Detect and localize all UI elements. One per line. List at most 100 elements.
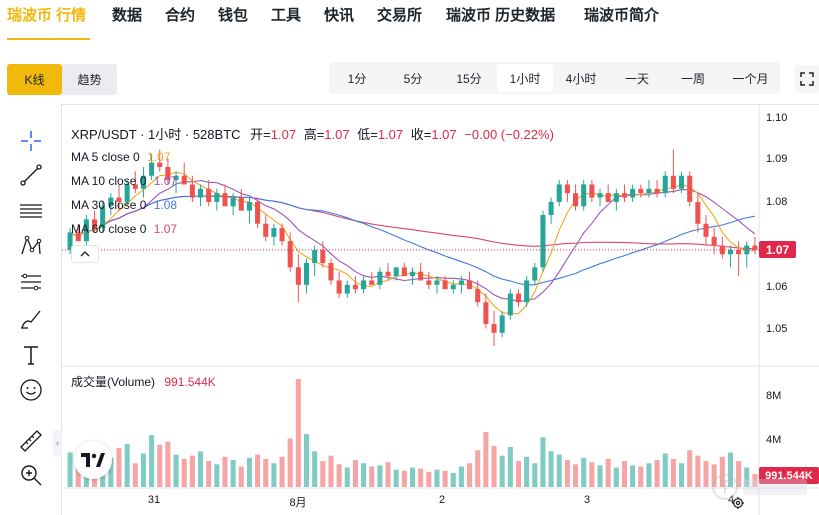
ma30-label: MA 30 close 0	[71, 198, 147, 212]
volume-bar	[377, 465, 383, 487]
interval-1m-button[interactable]: 1分	[347, 71, 367, 86]
price-tick: 1.10	[766, 112, 788, 124]
volume-bar	[434, 469, 440, 487]
price-chart[interactable]	[62, 104, 819, 515]
volume-bar	[206, 461, 212, 487]
crosshair-tool[interactable]	[16, 126, 46, 156]
candle-body	[230, 197, 236, 207]
pattern-icon	[21, 235, 42, 255]
interval-1d-button[interactable]: 一天	[624, 71, 649, 86]
nav-item-data[interactable]: 数据	[112, 7, 143, 24]
candle-body	[654, 188, 660, 194]
volume-bar	[662, 453, 668, 487]
candle-body	[287, 241, 293, 268]
nav-item-news[interactable]: 快讯	[324, 7, 355, 24]
volume-bar	[385, 462, 391, 487]
candle-body	[630, 188, 636, 198]
volume-bar	[752, 474, 758, 487]
ruler-tool[interactable]	[16, 426, 46, 456]
candle-body	[140, 175, 146, 189]
text-tool[interactable]	[16, 340, 46, 370]
time-tick: 4	[727, 494, 735, 506]
candle-body	[303, 263, 310, 285]
trend-mode-button[interactable]: 趋势	[62, 64, 117, 95]
price-tick: 1.06	[766, 281, 788, 293]
brush-icon	[21, 310, 41, 329]
fib-tool[interactable]	[16, 267, 46, 297]
nav-item-tools[interactable]: 工具	[271, 7, 302, 24]
interval-15m-button[interactable]: 15分	[456, 71, 482, 86]
volume-bar	[695, 455, 701, 487]
pattern-tool[interactable]	[16, 231, 46, 261]
nav-item-contract[interactable]: 合约	[165, 7, 196, 24]
emoji-tool[interactable]	[16, 375, 46, 405]
fib-icon	[21, 273, 41, 291]
interval-1h-button[interactable]: 1小时	[497, 64, 553, 92]
candle-body	[92, 219, 98, 229]
toolbar-collapse-tab[interactable]: ‹	[53, 430, 62, 456]
volume-label: 成交量(Volume)	[71, 375, 156, 389]
candle-body	[173, 175, 179, 181]
volume-bar	[271, 463, 277, 487]
volume-bar	[687, 450, 693, 487]
open-value: 1.07	[270, 127, 297, 142]
horizontal-lines-tool[interactable]	[16, 196, 46, 226]
candle-body	[206, 188, 212, 202]
volume-bar	[564, 460, 570, 487]
volume-bar	[736, 461, 742, 487]
candle-body	[312, 249, 318, 263]
zoom-tool[interactable]	[16, 460, 46, 490]
interval-4h-button[interactable]: 4小时	[565, 71, 597, 86]
interval-1w-button[interactable]: 一周	[680, 71, 705, 86]
volume-legend: 成交量(Volume) 991.544K	[71, 373, 216, 390]
kline-mode-button[interactable]: K线	[7, 64, 62, 95]
watermark-logo-icon	[712, 474, 807, 500]
volume-bar	[149, 435, 155, 487]
nav-item-exchange[interactable]: 交易所	[377, 7, 423, 24]
volume-bar	[654, 460, 660, 487]
volume-bar	[548, 451, 554, 487]
nav-item-intro[interactable]: 瑞波币简介	[584, 7, 660, 24]
brush-tool[interactable]	[16, 304, 46, 334]
candle-body	[687, 175, 693, 202]
nav-item-history[interactable]: 瑞波币 历史数据	[446, 7, 556, 24]
ma5-value: 1.07	[147, 150, 171, 164]
volume-bar	[369, 466, 375, 487]
candle-body	[116, 197, 122, 202]
interval-1mo-button[interactable]: 一个月	[732, 71, 769, 86]
volume-bar	[230, 460, 236, 487]
candle-body	[426, 280, 432, 285]
candle-body	[695, 201, 701, 224]
zoom-in-icon	[21, 465, 42, 486]
current-price-badge: 1.07	[759, 241, 796, 258]
candle-body	[75, 232, 81, 242]
interval-5m-button[interactable]: 5分	[403, 71, 423, 86]
candle-body	[401, 267, 407, 277]
volume-bar	[532, 463, 538, 487]
volume-bar	[222, 456, 228, 487]
volume-bar	[491, 445, 497, 487]
candle-body	[727, 249, 733, 255]
trendline-tool[interactable]	[16, 160, 46, 190]
legend-collapse-button[interactable]	[71, 245, 99, 263]
volume-bar	[703, 461, 709, 487]
volume-bar	[458, 466, 464, 487]
volume-bar	[238, 466, 244, 487]
settings-gear-icon[interactable]	[731, 496, 745, 510]
tradingview-logo[interactable]	[74, 441, 112, 479]
drawing-toolbar	[0, 104, 62, 515]
candle-body	[83, 219, 89, 242]
top-nav: 瑞波币 行情 数据 合约 钱包 工具 快讯 交易所 瑞波币 历史数据 瑞波币简介	[0, 0, 819, 40]
nav-item-xrp-market[interactable]: 瑞波币 行情	[7, 4, 90, 40]
volume-tick: 4M	[766, 434, 782, 446]
ma60-legend: MA 60 close 0 1.07	[71, 222, 177, 236]
fullscreen-button[interactable]	[795, 65, 819, 93]
candle-body	[564, 184, 570, 194]
volume-bar	[67, 452, 73, 487]
nav-item-wallet[interactable]: 钱包	[218, 7, 249, 24]
candle-body	[124, 184, 130, 202]
candle-body	[540, 215, 546, 268]
candle-body	[548, 201, 554, 215]
volume-bar	[165, 441, 171, 487]
candle-body	[352, 284, 358, 290]
